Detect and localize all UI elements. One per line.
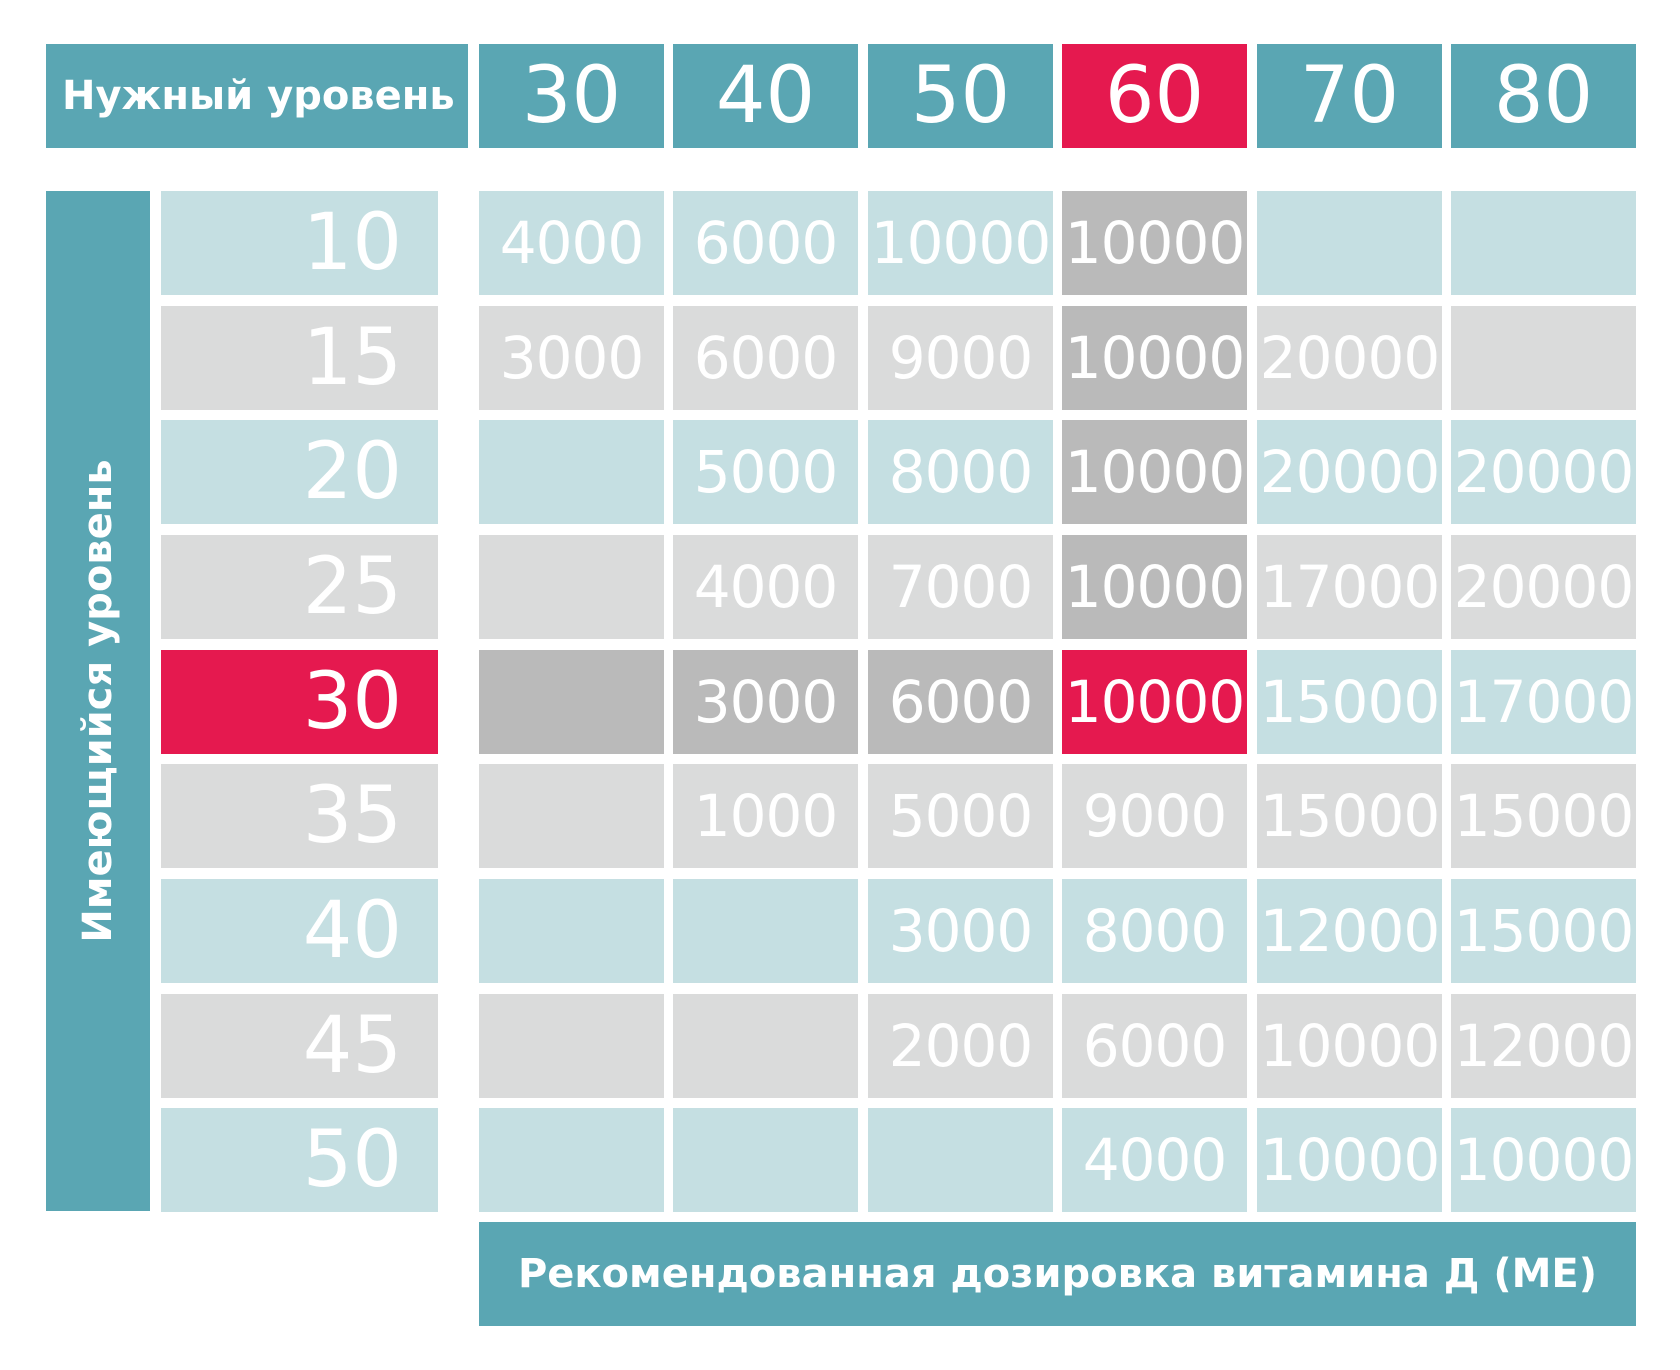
dose-cell: 20000 [1451,420,1636,524]
row-axis-label: Имеющийся уровень [46,191,150,1211]
dose-cell [868,1108,1053,1212]
dose-cell: 15000 [1257,650,1442,754]
dose-cell: 10000 [1257,994,1442,1098]
header-label-text: Нужный уровень [62,73,455,119]
dose-cell [479,535,664,639]
column-header-80: 80 [1451,44,1636,148]
row-header-20: 20 [161,420,438,524]
dose-cell: 10000 [1062,191,1247,295]
column-header-30: 30 [479,44,664,148]
row-header-35: 35 [161,764,438,868]
dose-cell: 5000 [673,420,858,524]
header-label: Нужный уровень [46,44,468,148]
row-header-40: 40 [161,879,438,983]
dose-cell: 20000 [1257,306,1442,410]
dose-cell: 9000 [868,306,1053,410]
dose-cell: 5000 [868,764,1053,868]
dose-cell: 9000 [1062,764,1247,868]
dose-cell: 6000 [1062,994,1247,1098]
dose-cell: 3000 [673,650,858,754]
dose-cell: 4000 [479,191,664,295]
row-header-10: 10 [161,191,438,295]
dose-cell: 17000 [1451,650,1636,754]
dose-cell: 1000 [673,764,858,868]
row-header-45: 45 [161,994,438,1098]
dose-cell: 3000 [479,306,664,410]
dose-cell [479,1108,664,1212]
dose-cell: 8000 [868,420,1053,524]
dose-cell: 12000 [1451,994,1636,1098]
dose-cell: 2000 [868,994,1053,1098]
dose-cell: 3000 [868,879,1053,983]
dose-cell: 7000 [868,535,1053,639]
dose-cell [479,879,664,983]
dose-cell [479,764,664,868]
dose-cell [673,1108,858,1212]
dose-cell [479,650,664,754]
dose-cell: 6000 [673,191,858,295]
dose-cell: 12000 [1257,879,1442,983]
dose-cell: 20000 [1451,535,1636,639]
dose-cell [479,420,664,524]
dose-cell: 10000 [1062,535,1247,639]
dose-cell: 15000 [1451,879,1636,983]
dose-cell: 10000 [1257,1108,1442,1212]
dose-cell: 10000 [1062,306,1247,410]
dose-cell [1451,191,1636,295]
dose-cell: 4000 [673,535,858,639]
dose-cell: 4000 [1062,1108,1247,1212]
row-header-25: 25 [161,535,438,639]
column-header-70: 70 [1257,44,1442,148]
dose-cell: 20000 [1257,420,1442,524]
dose-cell: 10000 [1451,1108,1636,1212]
dose-cell [673,994,858,1098]
dose-cell: 6000 [673,306,858,410]
dose-cell: 15000 [1257,764,1442,868]
dose-cell [1257,191,1442,295]
dose-cell: 10000 [1062,650,1247,754]
dose-cell: 17000 [1257,535,1442,639]
dose-cell: 10000 [1062,420,1247,524]
column-header-50: 50 [868,44,1053,148]
footer-label: Рекомендованная дозировка витамина Д (МЕ… [479,1222,1636,1326]
column-header-40: 40 [673,44,858,148]
dose-cell [479,994,664,1098]
dose-cell [1451,306,1636,410]
column-header-60: 60 [1062,44,1247,148]
row-header-50: 50 [161,1108,438,1212]
dose-cell: 10000 [868,191,1053,295]
footer-label-text: Рекомендованная дозировка витамина Д (МЕ… [517,1251,1598,1297]
row-header-30: 30 [161,650,438,754]
row-axis-label-text: Имеющийся уровень [75,459,121,943]
dose-cell: 15000 [1451,764,1636,868]
dose-cell: 6000 [868,650,1053,754]
dose-cell [673,879,858,983]
row-header-15: 15 [161,306,438,410]
dose-cell: 8000 [1062,879,1247,983]
